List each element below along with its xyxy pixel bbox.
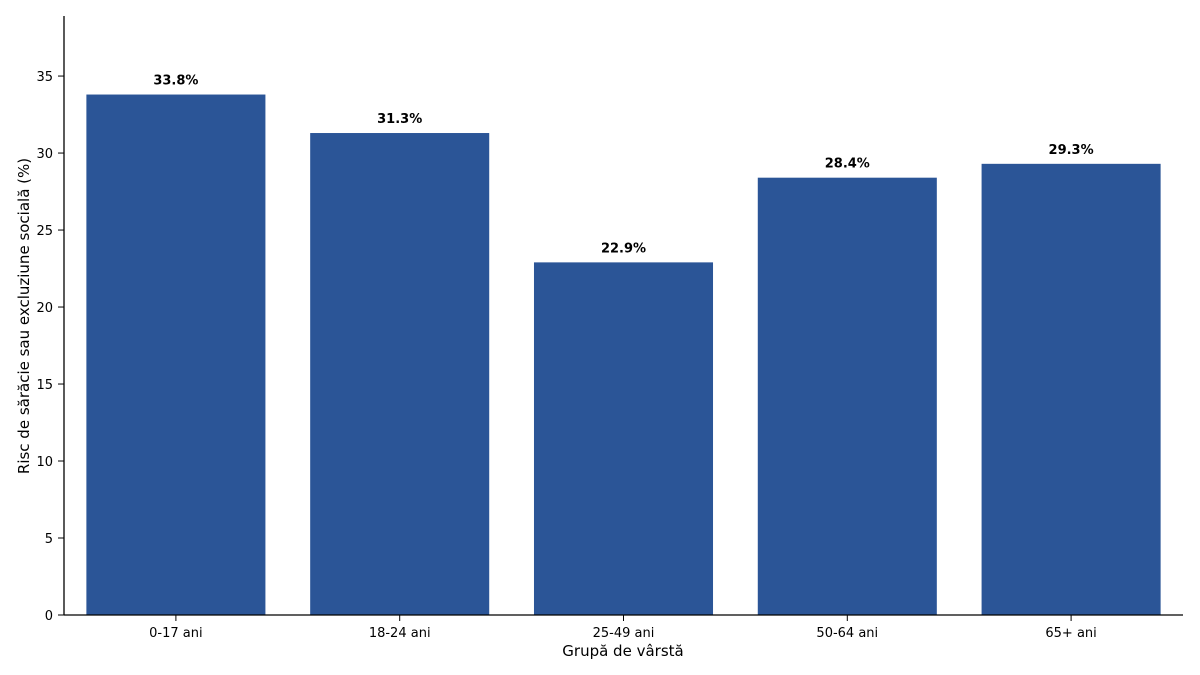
x-axis-title: Grupă de vârstă (562, 642, 683, 660)
y-tick-label: 15 (36, 378, 53, 393)
y-tick-label: 35 (36, 70, 53, 85)
data-label: 29.3% (1049, 143, 1094, 158)
y-tick-label: 25 (36, 224, 53, 239)
data-label: 28.4% (825, 157, 870, 172)
data-label: 33.8% (153, 74, 198, 89)
bar-25-49-ani (533, 262, 714, 615)
data-label: 22.9% (601, 241, 646, 256)
data-labels-group: 33.8% 31.3% 22.9% 28.4% 29.3% (153, 74, 1093, 257)
bar-50-64-ani (757, 177, 937, 615)
y-axis-title: Risc de sărăcie sau excluziune socială (… (15, 158, 33, 474)
x-tick-label: 50-64 ani (816, 626, 878, 641)
x-tick-label: 65+ ani (1045, 626, 1096, 641)
y-tick-label: 5 (45, 532, 53, 547)
y-tick-label: 0 (45, 609, 53, 624)
x-axis: 0-17 ani 18-24 ani 25-49 ani 50-64 ani 65+ a… (64, 614, 1183, 641)
y-tick-label: 20 (36, 301, 53, 316)
bar-18-24-ani (310, 133, 490, 616)
y-tick-label: 10 (36, 455, 53, 470)
bars-group (86, 94, 1161, 616)
bar-0-17-ani (86, 94, 266, 616)
x-tick-label: 0-17 ani (149, 626, 202, 641)
x-tick-label: 25-49 ani (593, 626, 655, 641)
y-axis: 0 5 10 15 20 25 30 35 (36, 16, 65, 624)
x-tick-label: 18-24 ani (369, 626, 431, 641)
bar-65-ani (981, 163, 1161, 615)
y-tick-label: 30 (36, 147, 53, 162)
data-label: 31.3% (377, 112, 422, 127)
